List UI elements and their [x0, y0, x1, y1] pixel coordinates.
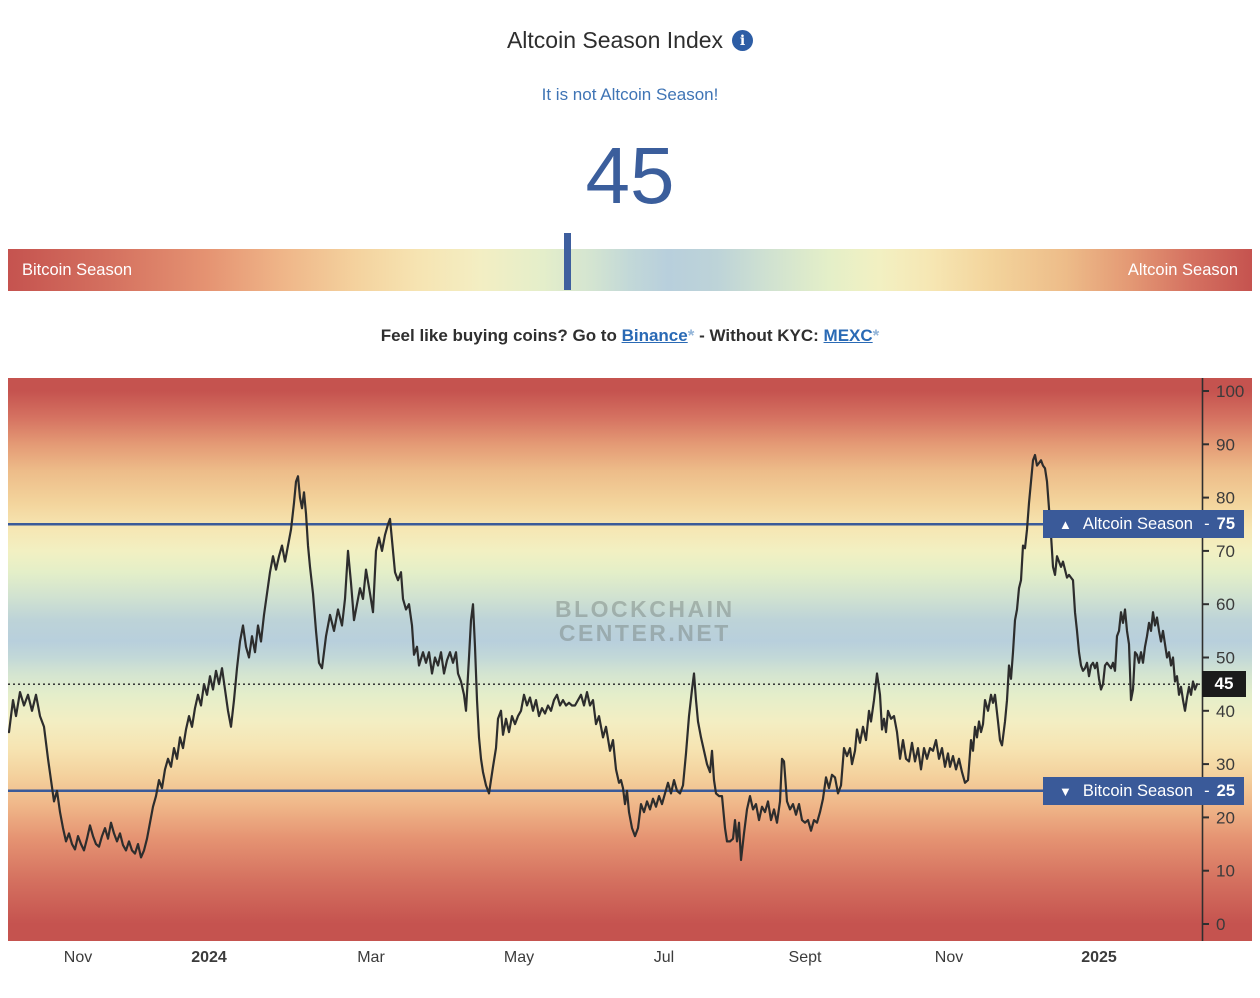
- y-tick-label: 30: [1216, 755, 1235, 774]
- y-tick-label: 40: [1216, 702, 1235, 721]
- bitcoin-season-threshold-label: ▼ Bitcoin Season - 25: [1043, 777, 1244, 805]
- altcoin-season-threshold-label: ▲ Altcoin Season - 75: [1043, 510, 1244, 538]
- y-tick-label: 10: [1216, 862, 1235, 881]
- triangle-down-icon: ▼: [1059, 783, 1072, 799]
- triangle-up-icon: ▲: [1059, 516, 1072, 532]
- mexc-link[interactable]: MEXC: [823, 326, 873, 345]
- index-current-value: 45: [585, 131, 675, 220]
- binance-link[interactable]: Binance: [621, 326, 688, 345]
- y-tick-label: 80: [1216, 489, 1235, 508]
- y-tick-label: 100: [1216, 382, 1244, 401]
- y-tick-label: 60: [1216, 595, 1235, 614]
- x-axis-label-jul: Jul: [653, 949, 675, 966]
- y-tick-label: 50: [1216, 649, 1235, 668]
- x-axis-labels: Nov 2024 Mar May Jul Sept Nov 2025: [0, 949, 1260, 971]
- season-status-text: It is not Altcoin Season!: [541, 85, 719, 104]
- gauge-altcoin-label: Altcoin Season: [1127, 261, 1238, 279]
- x-axis-label-2025: 2025: [1081, 949, 1117, 966]
- header: Altcoin Season Index i: [0, 27, 1260, 54]
- y-tick-label: 90: [1216, 435, 1235, 454]
- gauge-bitcoin-label: Bitcoin Season: [22, 261, 133, 279]
- x-axis-label-2024: 2024: [191, 949, 227, 966]
- index-series-line: [8, 453, 1199, 862]
- chart-plot: 0 10 20 30 40 50 60 70 80 90 100: [8, 378, 1244, 941]
- mexc-asterisk: *: [872, 326, 880, 345]
- exchange-promo-text: Feel like buying coins? Go to Binance* -…: [380, 326, 880, 345]
- gauge-value-marker: [564, 233, 572, 290]
- page-title: Altcoin Season Index: [506, 27, 724, 53]
- season-gauge: Bitcoin Season Altcoin Season: [8, 249, 1252, 291]
- x-axis-label-nov: Nov: [63, 949, 93, 966]
- index-history-chart[interactable]: 0 10 20 30 40 50 60 70 80 90 100 BLOCKCHAIN CENTER…: [8, 378, 1252, 941]
- info-icon[interactable]: i: [732, 30, 754, 51]
- y-tick-label: 20: [1216, 808, 1235, 827]
- binance-asterisk: *: [687, 326, 695, 345]
- y-tick-label: 70: [1216, 542, 1235, 561]
- y-tick-label: 0: [1216, 915, 1225, 934]
- x-axis-label-mar: Mar: [357, 949, 385, 966]
- x-axis-label-may: May: [503, 949, 535, 966]
- x-axis-label-sept: Sept: [788, 949, 822, 966]
- x-axis-label-nov: Nov: [934, 949, 964, 966]
- current-value-axis-badge: 45: [1202, 671, 1246, 697]
